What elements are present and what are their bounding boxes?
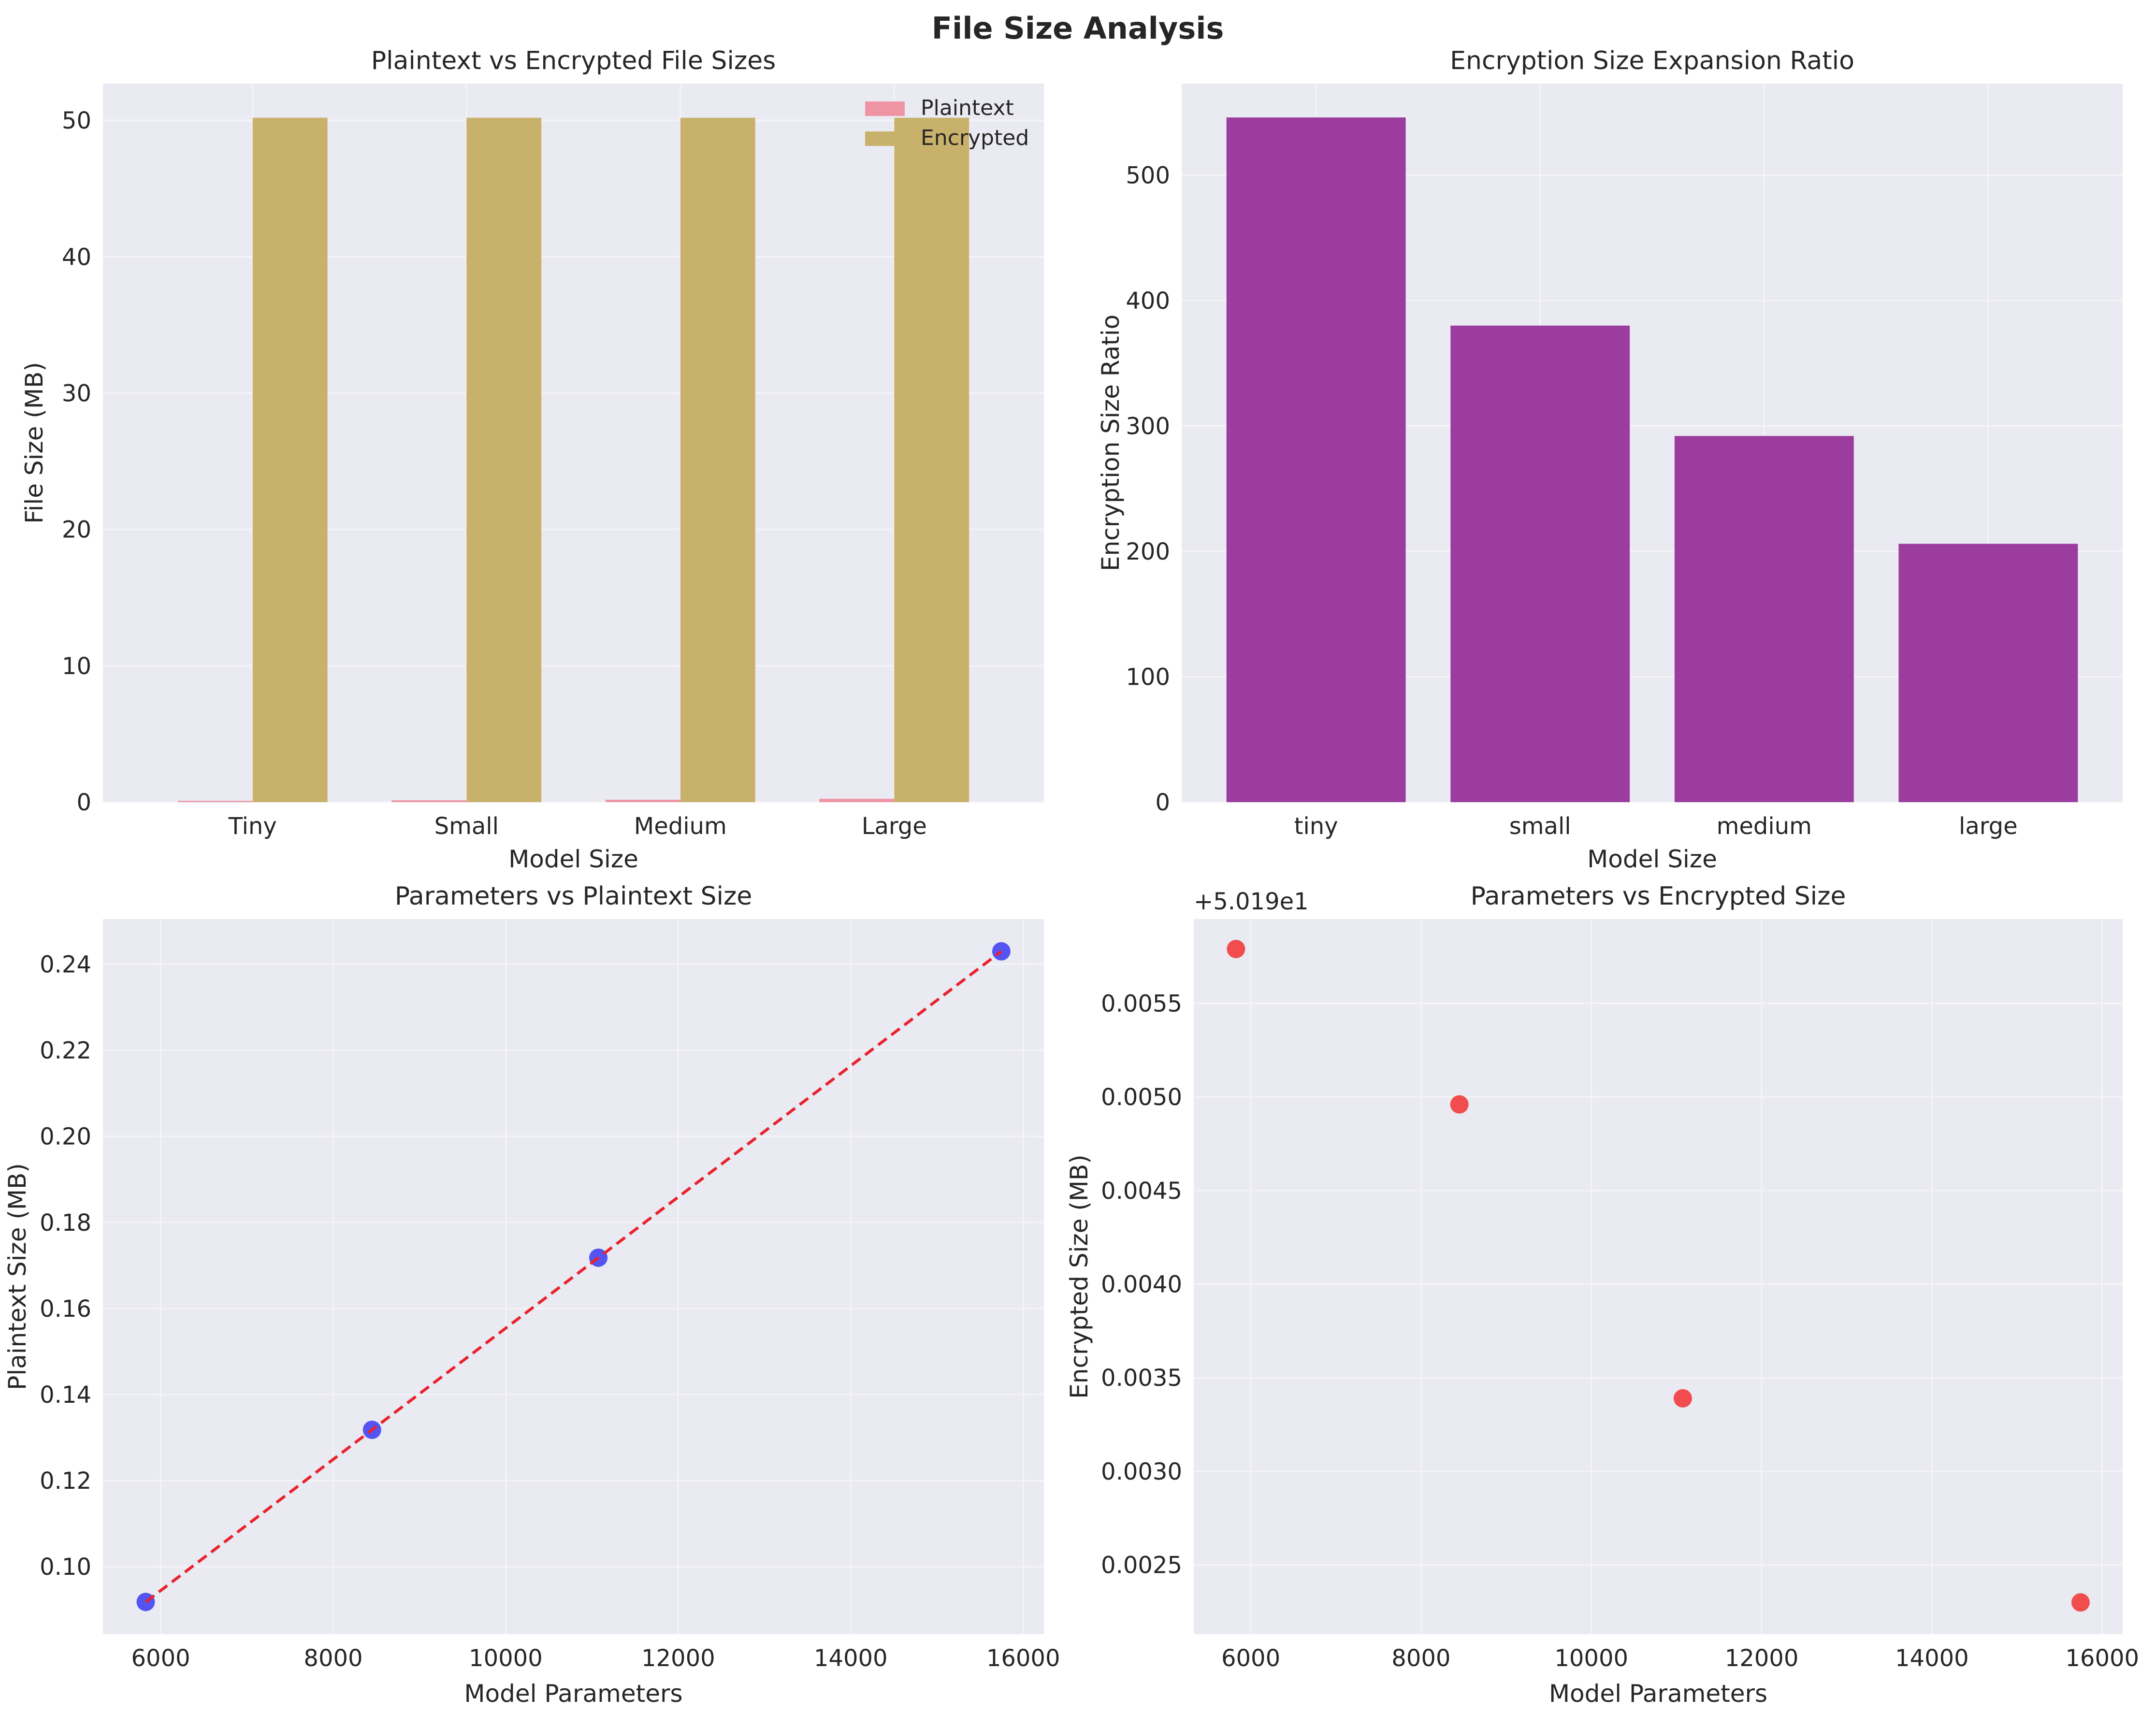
x-tick-label: Large: [862, 813, 927, 840]
x-tick-label: medium: [1717, 813, 1812, 840]
y-tick-label: 400: [1126, 288, 1170, 315]
bar-ratio-medium: [1674, 436, 1854, 802]
y-tick-label: 0.0040: [1101, 1271, 1182, 1298]
y-axis-label: Encryption Size Ratio: [1097, 315, 1125, 571]
x-tick-label: 6000: [1221, 1645, 1280, 1672]
x-tick-label: 8000: [304, 1645, 362, 1672]
y-tick-label: 0.0035: [1101, 1365, 1182, 1392]
y-tick-label: 0.0045: [1101, 1178, 1182, 1205]
x-tick-label: 10000: [1554, 1645, 1628, 1672]
chart-title: Plaintext vs Encrypted File Sizes: [371, 46, 776, 75]
bar-ratio-small: [1450, 325, 1630, 802]
y-tick-label: 20: [62, 517, 91, 544]
chart-title: Encryption Size Expansion Ratio: [1450, 46, 1854, 75]
y-tick-label: 10: [62, 653, 91, 680]
y-offset-label: +5.019e1: [1194, 888, 1309, 915]
y-tick-label: 40: [62, 244, 91, 271]
chart-params-vs-encrypted: Parameters vs Encrypted Size Model Parame…: [1065, 882, 2139, 1708]
scatter-point: [2071, 1593, 2090, 1612]
bar-plaintext-large: [819, 799, 895, 802]
x-axis-label: Model Size: [1587, 845, 1717, 873]
y-tick-label: 0: [1155, 789, 1170, 816]
y-tick-label: 0: [76, 789, 91, 816]
y-tick-label: 100: [1126, 663, 1170, 691]
x-tick-label: 10000: [469, 1645, 543, 1672]
bar-encrypted-large: [894, 117, 969, 803]
y-tick-label: 50: [62, 107, 91, 134]
scatter-point: [1227, 939, 1245, 958]
x-axis-label: Model Parameters: [464, 1680, 682, 1708]
chart-plaintext-vs-encrypted: Plaintext vs Encrypted File Sizes Model S…: [20, 46, 1044, 873]
x-tick-label: 16000: [2065, 1645, 2139, 1672]
legend-label-plaintext: Plaintext: [921, 96, 1014, 120]
y-axis-label: File Size (MB): [20, 362, 48, 524]
x-tick-label: 16000: [986, 1645, 1060, 1672]
bar-encrypted-tiny: [252, 117, 328, 802]
x-tick-label: Small: [434, 813, 499, 840]
x-tick-label: 12000: [641, 1645, 715, 1672]
x-tick-label: large: [1959, 813, 2018, 840]
y-axis-label: Plaintext Size (MB): [3, 1163, 31, 1390]
x-tick-label: Tiny: [228, 813, 277, 840]
y-tick-label: 500: [1126, 162, 1170, 189]
y-tick-label: 0.24: [40, 951, 91, 978]
bar-plaintext-medium: [605, 800, 680, 802]
chart-title: Parameters vs Plaintext Size: [395, 882, 752, 911]
y-tick-label: 0.0050: [1101, 1084, 1182, 1111]
chart-expansion-ratio: Encryption Size Expansion Ratio Model Siz…: [1097, 46, 2123, 873]
x-axis-label: Model Parameters: [1549, 1680, 1767, 1708]
plot-area: [103, 919, 1044, 1634]
x-tick-label: 14000: [814, 1645, 888, 1672]
legend-swatch-encrypted: [865, 131, 905, 146]
trend-line: [145, 950, 1002, 1603]
y-tick-label: 0.20: [40, 1123, 91, 1151]
scatter-point: [1450, 1095, 1469, 1114]
y-tick-label: 0.0030: [1101, 1458, 1182, 1485]
bar-plaintext-small: [391, 800, 467, 802]
bar-plaintext-tiny: [177, 801, 253, 802]
x-tick-label: small: [1509, 813, 1571, 840]
y-tick-label: 0.0055: [1101, 990, 1182, 1017]
y-tick-label: 200: [1126, 538, 1170, 565]
x-tick-label: 6000: [131, 1645, 190, 1672]
y-tick-label: 30: [62, 380, 91, 407]
y-tick-label: 0.14: [40, 1381, 91, 1409]
bar-ratio-large: [1898, 544, 2078, 802]
x-tick-label: tiny: [1294, 813, 1338, 840]
bar-ratio-tiny: [1226, 117, 1406, 802]
scatter-point: [1673, 1389, 1692, 1408]
chart-title: Parameters vs Encrypted Size: [1471, 882, 1846, 911]
bar-encrypted-small: [466, 117, 542, 802]
legend-label-encrypted: Encrypted: [921, 126, 1029, 150]
y-tick-label: 0.12: [40, 1467, 91, 1495]
x-axis-label: Model Size: [508, 845, 638, 873]
y-tick-label: 0.22: [40, 1037, 91, 1065]
x-tick-label: 14000: [1895, 1645, 1969, 1672]
y-axis-label: Encrypted Size (MB): [1065, 1154, 1093, 1399]
legend-swatch-plaintext: [865, 101, 905, 116]
x-tick-label: Medium: [634, 813, 727, 840]
bar-encrypted-medium: [680, 117, 755, 803]
y-tick-label: 300: [1126, 413, 1170, 440]
y-tick-label: 0.10: [40, 1554, 91, 1581]
x-tick-label: 12000: [1725, 1645, 1799, 1672]
y-tick-label: 0.18: [40, 1209, 91, 1237]
y-tick-label: 0.0025: [1101, 1552, 1182, 1579]
plot-area: [1194, 919, 2123, 1634]
x-tick-label: 8000: [1391, 1645, 1450, 1672]
figure-suptitle: File Size Analysis: [932, 11, 1224, 46]
y-tick-label: 0.16: [40, 1295, 91, 1323]
chart-params-vs-plaintext: Parameters vs Plaintext Size Model Parame…: [3, 882, 1060, 1708]
